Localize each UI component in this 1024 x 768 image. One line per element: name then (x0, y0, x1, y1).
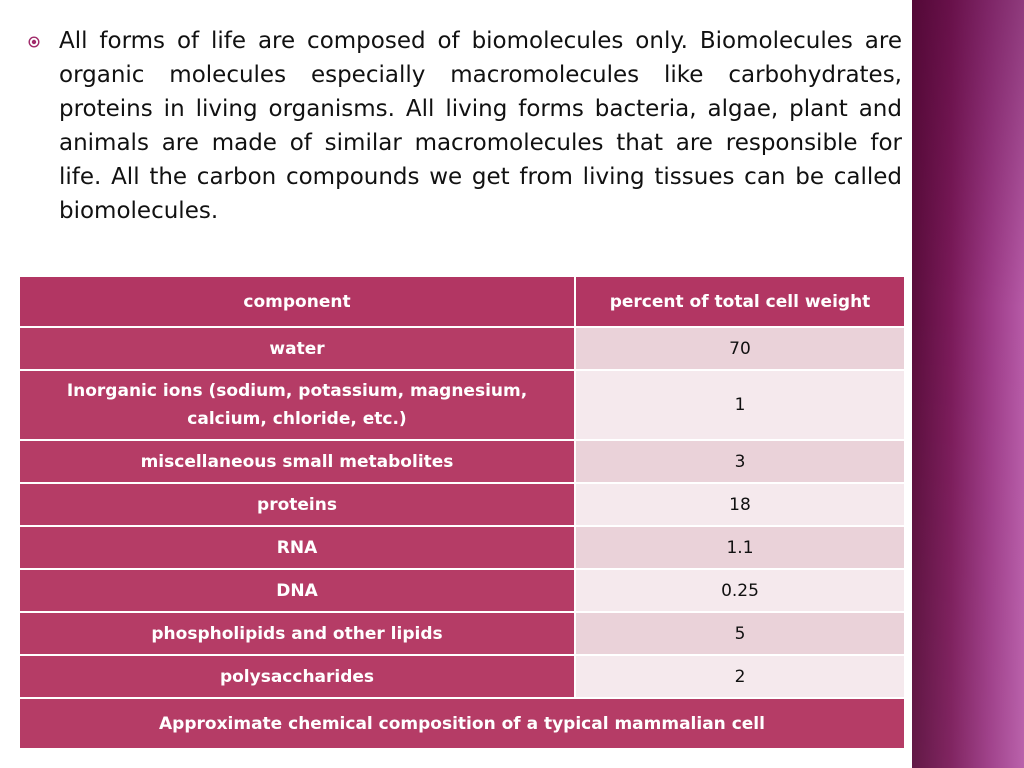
cell-composition-table: component percent of total cell weight w… (18, 275, 906, 750)
decorative-side-band (912, 0, 1024, 768)
percent-cell: 5 (574, 611, 906, 656)
column-header-percent: percent of total cell weight (574, 275, 906, 328)
component-cell: Inorganic ions (sodium, potassium, magne… (18, 369, 576, 441)
column-header-component: component (18, 275, 576, 328)
component-cell: proteins (18, 482, 576, 527)
percent-cell: 70 (574, 326, 906, 371)
bullet-paragraph: All forms of life are composed of biomol… (59, 28, 902, 224)
table-row: Inorganic ions (sodium, potassium, magne… (18, 369, 906, 441)
table-caption-row: Approximate chemical composition of a ty… (18, 697, 906, 750)
slide-content-area: All forms of life are composed of biomol… (18, 24, 906, 750)
table-caption: Approximate chemical composition of a ty… (18, 697, 906, 750)
component-cell: polysaccharides (18, 654, 576, 699)
component-cell: miscellaneous small metabolites (18, 439, 576, 484)
side-band-shading (912, 0, 1024, 768)
table-row: miscellaneous small metabolites 3 (18, 439, 906, 484)
percent-cell: 18 (574, 482, 906, 527)
table-row: RNA 1.1 (18, 525, 906, 570)
percent-cell: 0.25 (574, 568, 906, 613)
component-cell: phospholipids and other lipids (18, 611, 576, 656)
table-row: polysaccharides 2 (18, 654, 906, 699)
table-row: DNA 0.25 (18, 568, 906, 613)
percent-cell: 1.1 (574, 525, 906, 570)
table-row: phospholipids and other lipids 5 (18, 611, 906, 656)
table-row: water 70 (18, 326, 906, 371)
component-cell: DNA (18, 568, 576, 613)
bullet-point: All forms of life are composed of biomol… (28, 24, 904, 228)
percent-cell: 3 (574, 439, 906, 484)
percent-cell: 2 (574, 654, 906, 699)
circle-dot-icon (28, 36, 40, 48)
component-cell: water (18, 326, 576, 371)
table-header-row: component percent of total cell weight (18, 275, 906, 328)
percent-cell: 1 (574, 369, 906, 441)
component-cell: RNA (18, 525, 576, 570)
table-row: proteins 18 (18, 482, 906, 527)
